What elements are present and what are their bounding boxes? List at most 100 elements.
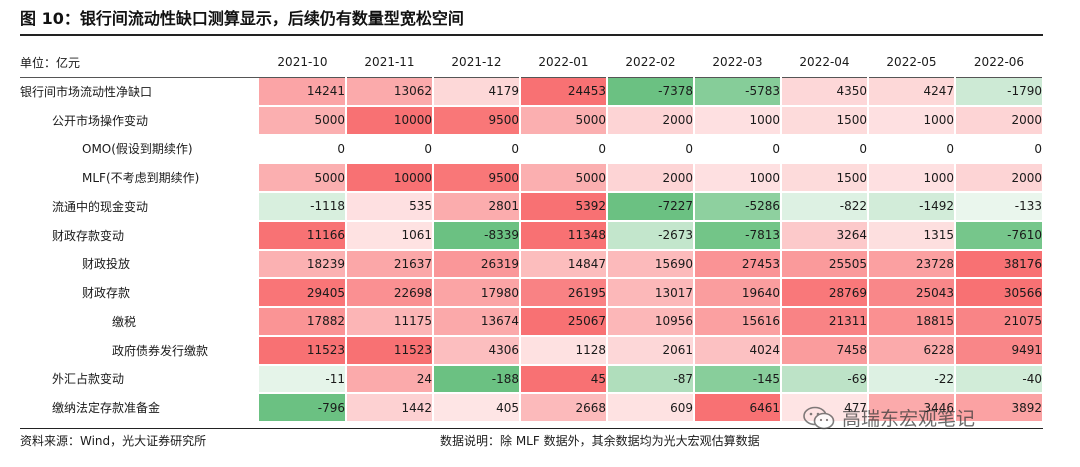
table-cell: 19640 <box>694 278 782 308</box>
table-cell: -7813 <box>694 220 782 251</box>
table-row: 财政投放 18239 21637 26319 14847 15690 27453 25505 2… <box>20 249 1044 280</box>
table-cell: 1000 <box>694 105 782 136</box>
table-cell: 15690 <box>607 249 695 280</box>
table-cell: 38176 <box>955 249 1044 280</box>
table-cell: 26319 <box>433 249 521 280</box>
table-cell: 5000 <box>520 105 608 136</box>
table-cell: 0 <box>346 134 434 165</box>
column-header: 2021-12 <box>433 48 520 78</box>
table-cell: 0 <box>433 134 521 165</box>
table-cell: 11175 <box>346 307 434 337</box>
table-cell: 1500 <box>781 163 869 193</box>
table-cell: -7378 <box>607 77 695 107</box>
table-cell: 1061 <box>346 220 434 251</box>
table-cell: -7227 <box>607 192 695 222</box>
table-cell: 5000 <box>520 163 608 193</box>
table-cell: 11523 <box>346 335 434 366</box>
table-row: 缴纳法定存款准备金 -796 1442 405 2668 609 6461 477 3446 38… <box>20 393 1044 423</box>
table-cell: 10000 <box>346 105 434 136</box>
table-cell: 14241 <box>259 77 347 107</box>
wechat-icon <box>803 406 835 429</box>
table-cell: -796 <box>259 393 347 423</box>
liquidity-gap-table: 单位：亿元 2021-10 2021-11 2021-12 2022-01 2022-02… <box>20 48 1044 423</box>
table-cell: 10956 <box>607 307 695 337</box>
unit-label: 单位：亿元 <box>20 48 259 78</box>
table-cell: -87 <box>607 364 695 395</box>
table-cell: 1128 <box>520 335 608 366</box>
table-cell: 17882 <box>259 307 347 337</box>
table-cell: 2000 <box>955 163 1044 193</box>
table-row: 政府债券发行缴款 11523 11523 4306 1128 2061 4024 7458 62… <box>20 335 1044 366</box>
table-cell: 4247 <box>868 77 956 107</box>
column-header: 2021-11 <box>346 48 433 78</box>
table-cell: 4024 <box>694 335 782 366</box>
column-header: 2022-02 <box>607 48 694 78</box>
table-cell: 28769 <box>781 278 869 308</box>
table-row: 财政存款 29405 22698 17980 26195 13017 19640 28769 2… <box>20 278 1044 308</box>
table-cell: 2000 <box>607 163 695 193</box>
table-cell: 6228 <box>868 335 956 366</box>
row-label: 财政存款变动 <box>52 228 125 243</box>
table-cell: 1315 <box>868 220 956 251</box>
table-cell: 4350 <box>781 77 869 107</box>
table-cell: -5783 <box>694 77 782 107</box>
table-cell: 13062 <box>346 77 434 107</box>
row-label: 外汇占款变动 <box>52 372 125 387</box>
table-cell: 0 <box>694 134 782 165</box>
table-cell: 9500 <box>433 105 521 136</box>
table-cell: 27453 <box>694 249 782 280</box>
table-cell: 25505 <box>781 249 869 280</box>
table-cell: -11 <box>259 364 347 395</box>
table-row: 流通中的现金变动 -1118 535 2801 5392 -7227 -5286 -822 -1… <box>20 192 1044 222</box>
table-cell: 25067 <box>520 307 608 337</box>
table-cell: 29405 <box>259 278 347 308</box>
watermark: 高瑞东宏观笔记 <box>802 404 975 431</box>
table-cell: 0 <box>259 134 347 165</box>
column-header: 2022-01 <box>520 48 607 78</box>
table-row: 缴税 17882 11175 13674 25067 10956 15616 21311 188… <box>20 307 1044 337</box>
table-cell: 9500 <box>433 163 521 193</box>
table-cell: -188 <box>433 364 521 395</box>
row-label: 政府债券发行缴款 <box>112 343 209 358</box>
data-note: 数据说明：除 MLF 数据外，其余数据均为光大宏观估算数据 <box>440 434 760 448</box>
table-cell: -145 <box>694 364 782 395</box>
table-cell: 1000 <box>694 163 782 193</box>
source-note: 资料来源：Wind，光大证券研究所 <box>20 434 207 448</box>
table-cell: 26195 <box>520 278 608 308</box>
figure-title: 图 10：银行间流动性缺口测算显示，后续仍有数量型宽松空间 <box>20 9 464 28</box>
table-cell: 15616 <box>694 307 782 337</box>
table-cell: 405 <box>433 393 521 423</box>
watermark-text: 高瑞东宏观笔记 <box>842 408 976 430</box>
table-cell: 2061 <box>607 335 695 366</box>
table-cell: 0 <box>781 134 869 165</box>
table-cell: -8339 <box>433 220 521 251</box>
table-cell: -133 <box>955 192 1044 222</box>
top-rule <box>20 34 1043 36</box>
table-cell: 11523 <box>259 335 347 366</box>
table-row: 财政存款变动 11166 1061 -8339 11348 -2673 -7813 3264 1… <box>20 220 1044 251</box>
table-row: 公开市场操作变动 5000 10000 9500 5000 2000 1000 1500 100… <box>20 105 1044 136</box>
table-cell: 11166 <box>259 220 347 251</box>
table-cell: 2000 <box>955 105 1044 136</box>
table-cell: 2000 <box>607 105 695 136</box>
table-cell: 13674 <box>433 307 521 337</box>
table-cell: 1442 <box>346 393 434 423</box>
table-row: 银行间市场流动性净缺口 14241 13062 4179 24453 -7378 -5783… <box>20 77 1044 107</box>
table-cell: -1790 <box>955 77 1044 107</box>
table-cell: 0 <box>868 134 956 165</box>
table-cell: -40 <box>955 364 1044 395</box>
table-cell: 21075 <box>955 307 1044 337</box>
table-cell: 3892 <box>955 393 1044 423</box>
table-cell: 23728 <box>868 249 956 280</box>
table-cell: -1492 <box>868 192 956 222</box>
column-header: 2022-03 <box>694 48 781 78</box>
table-cell: 45 <box>520 364 608 395</box>
table-cell: 25043 <box>868 278 956 308</box>
column-header: 2022-06 <box>955 48 1043 78</box>
table-cell: 5392 <box>520 192 608 222</box>
column-header: 2022-04 <box>781 48 868 78</box>
table-cell: 1500 <box>781 105 869 136</box>
row-label: 公开市场操作变动 <box>52 113 149 128</box>
table-cell: 3264 <box>781 220 869 251</box>
table-cell: 535 <box>346 192 434 222</box>
